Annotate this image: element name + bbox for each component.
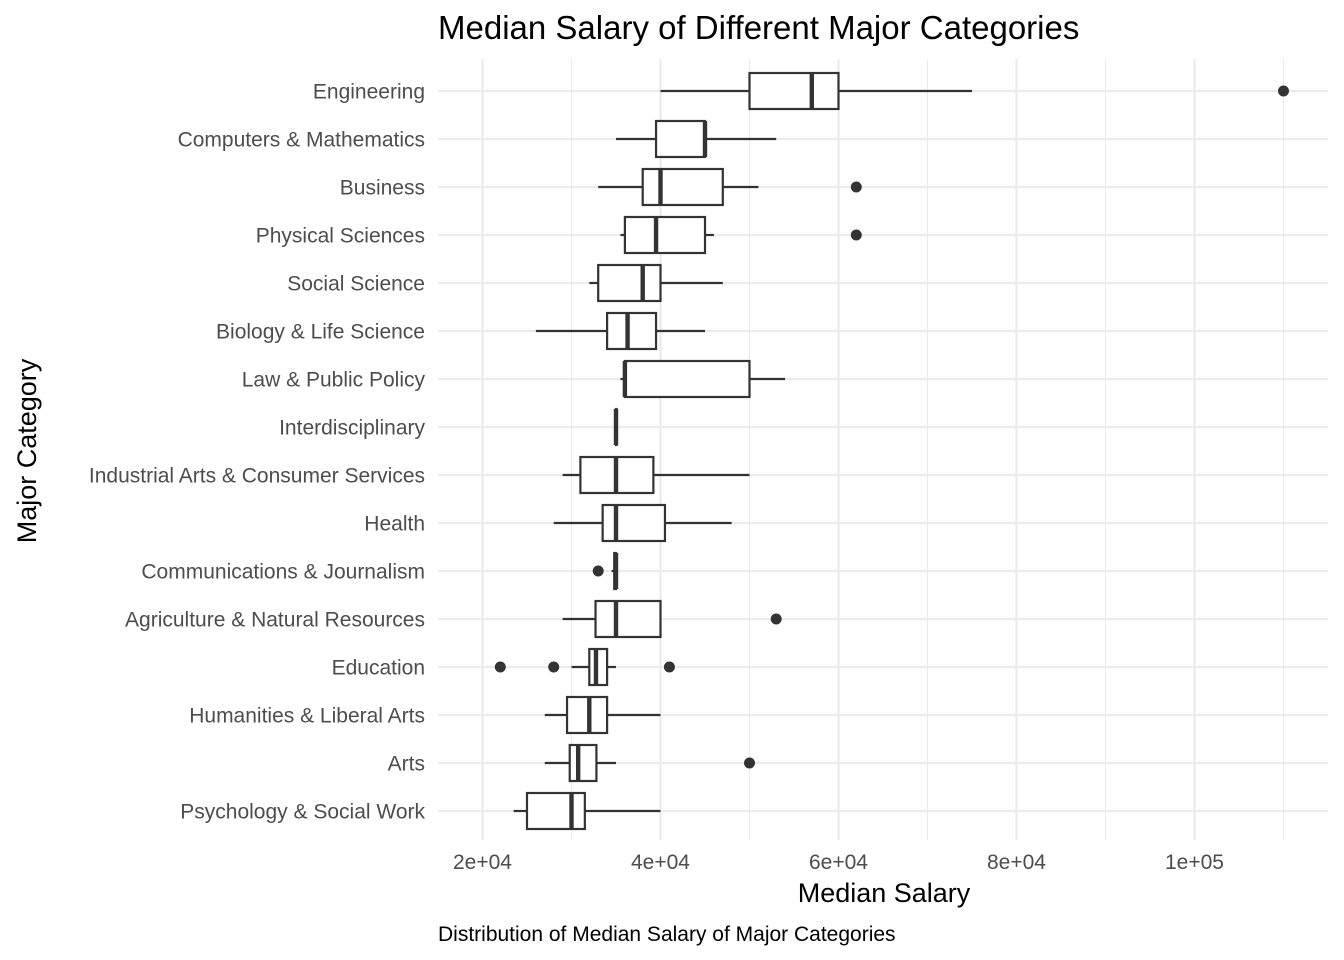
outlier-point bbox=[592, 565, 604, 577]
y-tick-label: Engineering bbox=[313, 81, 425, 104]
chart-title: Median Salary of Different Major Categor… bbox=[438, 9, 1079, 46]
iqr-box bbox=[623, 359, 751, 399]
outlier-point bbox=[1278, 85, 1289, 97]
outlier-point bbox=[770, 613, 782, 625]
boxplot-social-science bbox=[589, 263, 723, 303]
y-axis-title: Major Category bbox=[12, 358, 42, 543]
iqr-box bbox=[601, 503, 667, 543]
boxplot-education bbox=[494, 647, 675, 687]
iqr-box bbox=[641, 167, 724, 207]
y-tick-label: Communications & Journalism bbox=[141, 561, 425, 584]
x-axis-title: Median Salary bbox=[798, 878, 971, 908]
iqr-box bbox=[597, 263, 662, 303]
boxplot-industrial-arts-consumer-services bbox=[562, 455, 750, 495]
x-tick-label: 6e+04 bbox=[809, 851, 868, 874]
outlier-point bbox=[494, 661, 506, 673]
y-tick-label: Physical Sciences bbox=[256, 225, 425, 248]
boxplot-computers-mathematics bbox=[616, 119, 777, 159]
boxplot-business bbox=[598, 167, 862, 207]
x-tick-label: 8e+04 bbox=[987, 851, 1046, 874]
boxplot-communications-journalism bbox=[592, 551, 619, 591]
iqr-box bbox=[605, 311, 658, 351]
y-tick-label: Industrial Arts & Consumer Services bbox=[89, 465, 425, 488]
outlier-point bbox=[548, 661, 560, 673]
y-tick-label: Health bbox=[364, 513, 425, 536]
y-tick-label: Agriculture & Natural Resources bbox=[125, 609, 425, 632]
outlier-point bbox=[663, 661, 675, 673]
iqr-box bbox=[623, 215, 707, 255]
outlier-point bbox=[744, 757, 755, 769]
outlier-point bbox=[850, 229, 862, 241]
x-tick-labels: 2e+04 4e+04 6e+04 8e+04 1e+05 bbox=[453, 851, 1224, 874]
boxplot-agriculture-natural-resources bbox=[562, 599, 782, 639]
iqr-box bbox=[588, 647, 609, 687]
boxplot-law-public-policy bbox=[620, 359, 786, 399]
y-tick-label: Biology & Life Science bbox=[216, 321, 425, 344]
boxplot-engineering bbox=[660, 71, 1289, 111]
boxplot-physical-sciences bbox=[620, 215, 862, 255]
boxplot-humanities-liberal-arts bbox=[544, 695, 661, 735]
iqr-box bbox=[594, 599, 662, 639]
outlier-point bbox=[850, 181, 862, 193]
iqr-box bbox=[525, 791, 586, 831]
y-tick-label: Humanities & Liberal Arts bbox=[189, 705, 425, 728]
boxplot-series bbox=[494, 71, 1289, 831]
y-tick-label: Law & Public Policy bbox=[242, 369, 426, 392]
x-tick-label: 2e+04 bbox=[453, 851, 512, 874]
y-tick-label: Education bbox=[332, 657, 425, 680]
boxplot-interdisciplinary bbox=[613, 407, 619, 447]
boxplot-biology-life-science bbox=[535, 311, 705, 351]
iqr-box bbox=[748, 71, 840, 111]
boxplot-health bbox=[553, 503, 732, 543]
chart-caption: Distribution of Median Salary of Major C… bbox=[438, 923, 896, 946]
grid-lines bbox=[438, 59, 1328, 840]
iqr-box bbox=[654, 119, 707, 159]
y-tick-label: Arts bbox=[388, 753, 425, 776]
y-tick-label: Social Science bbox=[287, 273, 425, 296]
y-tick-label: Business bbox=[340, 177, 425, 200]
y-tick-label: Computers & Mathematics bbox=[178, 129, 425, 152]
iqr-box bbox=[565, 695, 609, 735]
boxplot-arts bbox=[544, 743, 755, 783]
x-tick-label: 4e+04 bbox=[631, 851, 690, 874]
iqr-box bbox=[568, 743, 598, 783]
x-tick-label: 1e+05 bbox=[1165, 851, 1224, 874]
y-tick-label: Psychology & Social Work bbox=[180, 801, 425, 824]
boxplot-psychology-social-work bbox=[513, 791, 661, 831]
y-tick-label: Interdisciplinary bbox=[279, 417, 425, 440]
y-tick-labels: Engineering Computers & Mathematics Busine… bbox=[89, 81, 426, 824]
